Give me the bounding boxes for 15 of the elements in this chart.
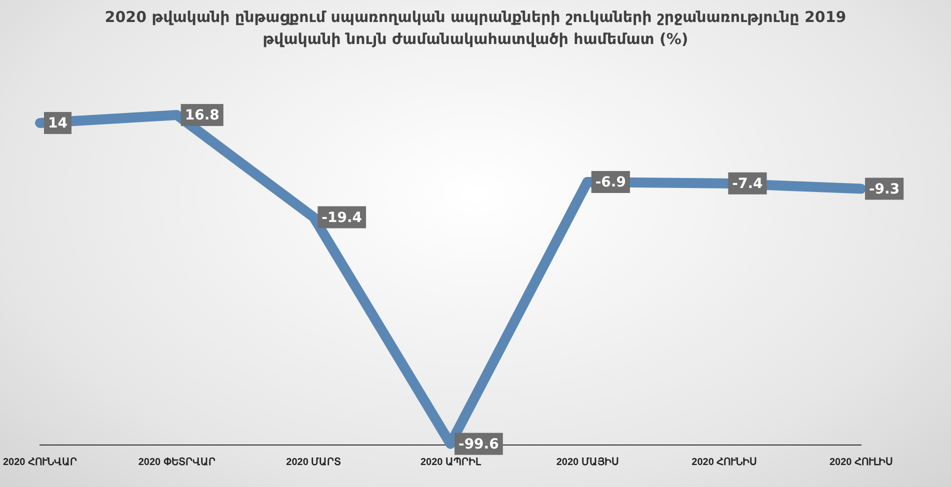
x-tick-label: 2020 ՓԵՏՐՎԱՐ [138,456,216,468]
chart-title: 2020 թվականի ընթացքում սպառողական ապրանքների շուկաների շրջանառությունը 2019 թվականի նույն ժամանակահատվածի համեմատ (%) [104,7,848,50]
data-label: 16.8 [184,108,220,124]
x-tick-label: 2020 ՄԱՅԻՍ [556,456,618,468]
x-tick-label: 2020 ՀՈՒԼԻՍ [829,456,893,468]
x-tick-label: 2020 ԱՊՐԻԼ [420,456,482,468]
data-label: 14 [48,116,68,132]
x-tick-label: 2020 ՄԱՐՏ [286,456,342,468]
data-label: -19.4 [322,210,362,226]
x-tick-label: 2020 ՀՈՒՆՎԱՐ [2,456,78,468]
data-label: -9.3 [868,181,900,198]
data-label: -7.4 [732,176,764,192]
x-tick-label: 2020 ՀՈՒՆԻՍ [692,456,757,468]
data-label: -6.9 [595,174,626,191]
data-label: -99.6 [458,436,499,453]
